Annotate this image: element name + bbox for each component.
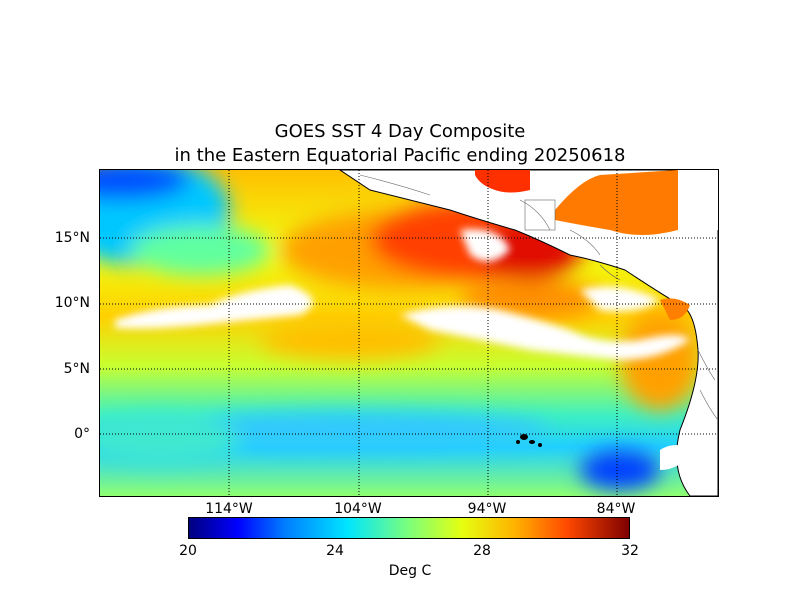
- sst-map: [99, 169, 719, 497]
- land-masses: [339, 170, 718, 496]
- lon-label-84w: 84°W: [596, 501, 636, 517]
- lat-label-10n: 10°N: [54, 295, 90, 311]
- lon-label-114w: 114°W: [205, 501, 253, 517]
- colorbar-tick-28: 28: [473, 543, 491, 559]
- map-title-line-1: GOES SST 4 Day Composite: [274, 121, 526, 142]
- colorbar-tick-20: 20: [179, 543, 197, 559]
- sst-map-canvas: [100, 170, 718, 496]
- lat-label-15n: 15°N: [54, 230, 90, 246]
- colorbar-tick-24: 24: [326, 543, 344, 559]
- lat-label-0: 0°: [74, 426, 90, 442]
- galapagos-islands: [516, 434, 542, 447]
- lon-label-94w: 94°W: [467, 501, 507, 517]
- caribbean-sst: [475, 170, 690, 320]
- gridlines: [100, 170, 718, 496]
- lat-label-5n: 5°N: [63, 361, 90, 377]
- cloud-gaps: [115, 229, 690, 360]
- colorbar-label: Deg C: [388, 563, 432, 579]
- colorbar: [188, 517, 630, 539]
- borders: [359, 174, 718, 421]
- colorbar-tick-32: 32: [621, 543, 639, 559]
- lon-label-104w: 104°W: [334, 501, 382, 517]
- map-title-line-2: in the Eastern Equatorial Pacific ending…: [174, 145, 626, 166]
